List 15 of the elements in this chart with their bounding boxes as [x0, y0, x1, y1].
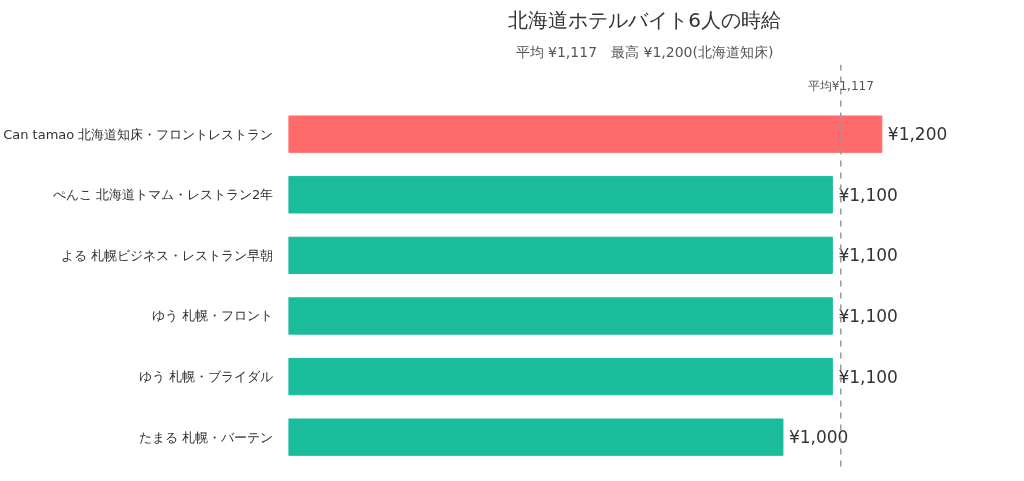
y-tick-label: Can tamao 北海道知床・フロントレストラン — [3, 126, 274, 142]
data-label: ¥1,000 — [788, 427, 849, 448]
y-tick-label: ゆう 札幌・ブライダル — [139, 369, 274, 385]
data-label: ¥1,100 — [838, 184, 898, 205]
data-label: ¥1,100 — [838, 366, 898, 387]
y-tick-label: よる 札幌ビジネス・レストラン早朝 — [61, 247, 274, 263]
y-tick-label: ぺんこ 北海道トマム・レストラン2年 — [52, 187, 274, 203]
chart-title: 北海道ホテルバイト6人の時給 — [508, 7, 781, 32]
data-label: ¥1,100 — [838, 245, 898, 266]
data-label: ¥1,100 — [838, 305, 898, 326]
chart-subtitle: 平均 ¥1,117 最高 ¥1,200(北海道知床) — [515, 43, 774, 60]
data-label: ¥1,200 — [887, 124, 948, 145]
y-tick-label: たまる 札幌・バーテン — [139, 429, 274, 445]
ref-line-label: 平均¥1,117 — [807, 78, 874, 93]
y-tick-label: ゆう 札幌・フロント — [152, 308, 274, 324]
